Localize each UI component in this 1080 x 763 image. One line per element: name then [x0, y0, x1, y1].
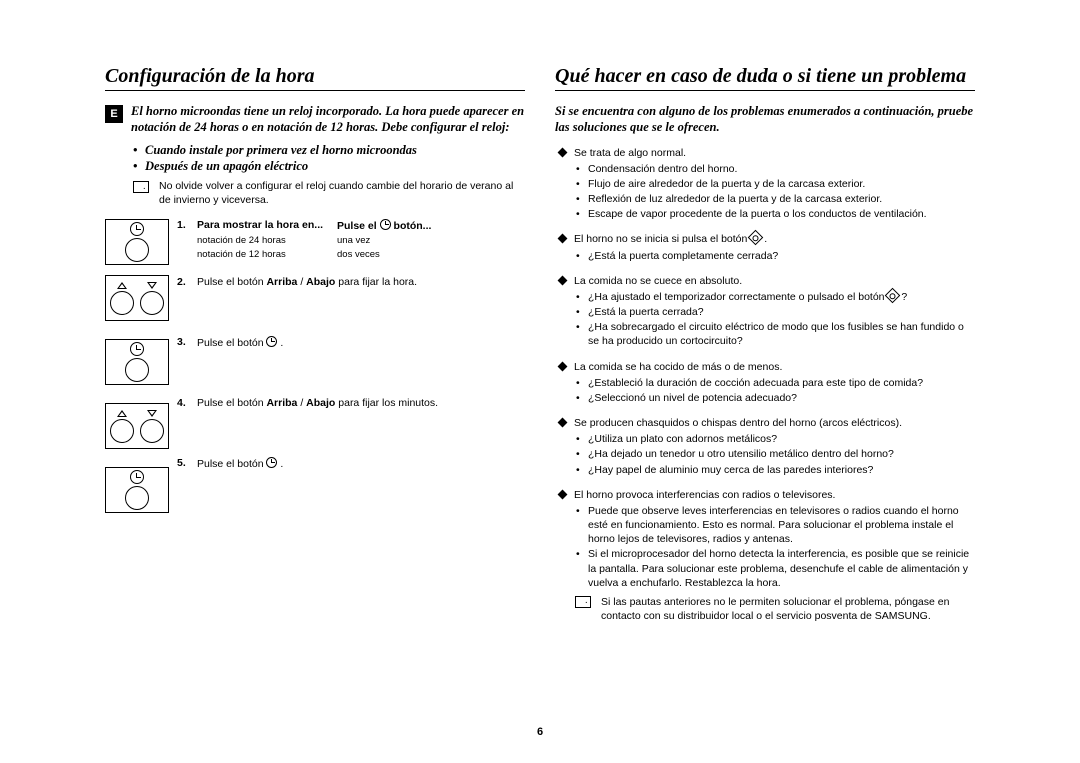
diamond-bullet-icon [558, 147, 568, 157]
list-item: Escape de vapor procedente de la puerta … [588, 207, 975, 221]
diamond-bullet-icon [558, 234, 568, 244]
step-number: 2. [177, 276, 191, 288]
step1-header-c2: Pulse el botón... [337, 219, 431, 232]
section-title: Se producen chasquidos o chispas dentro … [574, 416, 975, 430]
step4-text: Pulse el botón Arriba / Abajo para fijar… [197, 397, 525, 409]
note-row: No olvide volver a configurar el reloj c… [133, 180, 525, 207]
list-item: ¿Ha sobrecargado el circuito eléctrico d… [588, 320, 975, 348]
section-title: Se trata de algo normal. [574, 146, 975, 160]
trouble-section: El horno provoca interferencias con radi… [555, 488, 975, 591]
right-column: Qué hacer en caso de duda o si tiene un … [555, 65, 975, 623]
button-diagrams [105, 219, 167, 531]
step2-text: Pulse el botón Arriba / Abajo para fijar… [197, 276, 525, 288]
list-item: ¿Está la puerta cerrada? [588, 305, 975, 319]
button-circle [110, 419, 134, 443]
step1-r1c2: una vez [337, 235, 370, 246]
left-column: Configuración de la hora E El horno micr… [105, 65, 525, 623]
list-item: Flujo de aire alrededor de la puerta y d… [588, 177, 975, 191]
arrow-down-icon [147, 282, 157, 289]
panel-arrows [105, 275, 169, 321]
section-title: El horno no se inicia si pulsa el botón … [574, 232, 975, 246]
step1-r1c1: notación de 24 horas [197, 235, 337, 246]
step-number: 1. [177, 219, 191, 260]
trouble-section: La comida se ha cocido de más o de menos… [555, 360, 975, 407]
list-item: ¿Ha ajustado el temporizador correctamen… [588, 290, 975, 304]
button-circle [140, 291, 164, 315]
trouble-section: La comida no se cuece en absoluto. ¿Ha a… [555, 274, 975, 350]
clock-icon [130, 470, 144, 484]
button-circle [110, 291, 134, 315]
clock-icon [130, 222, 144, 236]
bullet-item: Cuando instale por primera vez el horno … [133, 142, 525, 158]
panel-clock [105, 219, 169, 265]
list-item: Reflexión de luz alrededor de la puerta … [588, 192, 975, 206]
diamond-bullet-icon [558, 489, 568, 499]
clock-icon [266, 457, 277, 468]
bullet-item: Después de un apagón eléctrico [133, 158, 525, 174]
troubleshooting-list: Se trata de algo normal. Condensación de… [555, 146, 975, 624]
button-circle [125, 238, 149, 262]
step3-text: Pulse el botón . [197, 336, 525, 349]
arrow-up-icon [117, 282, 127, 289]
list-item: ¿Utiliza un plato con adornos metálicos? [588, 432, 975, 446]
list-item: ¿Estableció la duración de cocción adecu… [588, 376, 975, 390]
step1-r2c2: dos veces [337, 249, 380, 260]
steps-text: 1. Para mostrar la hora en... Pulse el b… [177, 219, 525, 531]
diamond-bullet-icon [558, 361, 568, 371]
left-heading: Configuración de la hora [105, 65, 525, 91]
note-icon [575, 596, 591, 608]
diamond-bullet-icon [558, 275, 568, 285]
list-item: ¿Ha dejado un tenedor u otro utensilio m… [588, 447, 975, 461]
final-note-text: Si las pautas anteriores no le permiten … [601, 595, 975, 623]
clock-icon [380, 219, 391, 230]
list-item: Condensación dentro del horno. [588, 162, 975, 176]
list-item: Puede que observe leves interferencias e… [588, 504, 975, 547]
note-text: No olvide volver a configurar el reloj c… [159, 180, 525, 207]
button-circle [125, 358, 149, 382]
left-intro: El horno microondas tiene un reloj incor… [131, 103, 525, 136]
step1-r2c1: notación de 12 horas [197, 249, 337, 260]
section-title: La comida se ha cocido de más o de menos… [574, 360, 975, 374]
intro-bullets: Cuando instale por primera vez el horno … [133, 142, 525, 175]
trouble-section: El horno no se inicia si pulsa el botón … [555, 232, 975, 263]
right-heading: Qué hacer en caso de duda o si tiene un … [555, 65, 975, 91]
step1-header-c1: Para mostrar la hora en... [197, 219, 337, 232]
list-item: ¿Hay papel de aluminio muy cerca de las … [588, 463, 975, 477]
list-item: ¿Está la puerta completamente cerrada? [588, 249, 975, 263]
trouble-section: Se producen chasquidos o chispas dentro … [555, 416, 975, 478]
panel-arrows [105, 403, 169, 449]
diamond-bullet-icon [558, 418, 568, 428]
arrow-down-icon [147, 410, 157, 417]
section-title: La comida no se cuece en absoluto. [574, 274, 975, 288]
right-intro: Si se encuentra con alguno de los proble… [555, 103, 975, 136]
panel-clock [105, 339, 169, 385]
clock-icon [266, 336, 277, 347]
step-number: 5. [177, 457, 191, 470]
clock-icon [130, 342, 144, 356]
page-number: 6 [537, 726, 543, 738]
step-number: 3. [177, 336, 191, 349]
note-icon [133, 181, 149, 193]
section-title: El horno provoca interferencias con radi… [574, 488, 975, 502]
trouble-section: Se trata de algo normal. Condensación de… [555, 146, 975, 223]
panel-clock [105, 467, 169, 513]
list-item: ¿Seleccionó un nivel de potencia adecuad… [588, 391, 975, 405]
arrow-up-icon [117, 410, 127, 417]
list-item: Si el microprocesador del horno detecta … [588, 547, 975, 590]
final-note: Si las pautas anteriores no le permiten … [575, 595, 975, 623]
button-circle [140, 419, 164, 443]
step5-text: Pulse el botón . [197, 457, 525, 470]
button-circle [125, 486, 149, 510]
step-number: 4. [177, 397, 191, 409]
language-badge: E [105, 105, 123, 123]
